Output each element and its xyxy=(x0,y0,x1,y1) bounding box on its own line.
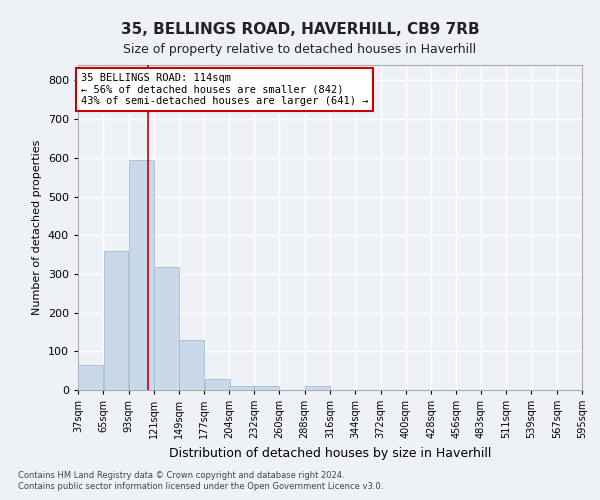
Bar xyxy=(305,386,330,390)
Bar xyxy=(179,340,204,390)
Bar xyxy=(104,252,128,390)
Text: 35, BELLINGS ROAD, HAVERHILL, CB9 7RB: 35, BELLINGS ROAD, HAVERHILL, CB9 7RB xyxy=(121,22,479,38)
Bar xyxy=(129,160,154,390)
Bar xyxy=(229,386,254,390)
X-axis label: Distribution of detached houses by size in Haverhill: Distribution of detached houses by size … xyxy=(169,446,491,460)
Text: Contains public sector information licensed under the Open Government Licence v3: Contains public sector information licen… xyxy=(18,482,383,491)
Text: 35 BELLINGS ROAD: 114sqm
← 56% of detached houses are smaller (842)
43% of semi-: 35 BELLINGS ROAD: 114sqm ← 56% of detach… xyxy=(81,72,368,106)
Y-axis label: Number of detached properties: Number of detached properties xyxy=(32,140,42,315)
Text: Contains HM Land Registry data © Crown copyright and database right 2024.: Contains HM Land Registry data © Crown c… xyxy=(18,470,344,480)
Bar xyxy=(78,365,103,390)
Text: Size of property relative to detached houses in Haverhill: Size of property relative to detached ho… xyxy=(124,42,476,56)
Bar xyxy=(205,379,230,390)
Bar xyxy=(154,268,179,390)
Bar xyxy=(254,386,279,390)
